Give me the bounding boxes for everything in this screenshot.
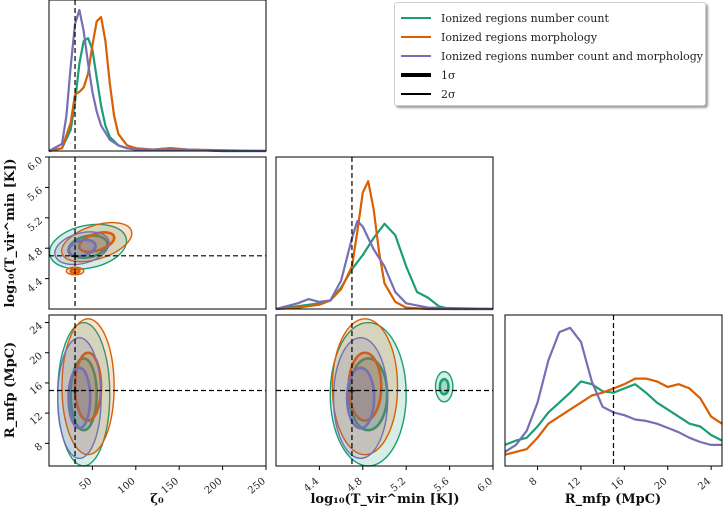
legend-label-number-count: Ionized regions number count	[441, 11, 609, 25]
legend-label-1sigma: 1σ	[441, 68, 456, 82]
tick-label-y-logTvir-1: 4.8	[26, 246, 45, 265]
tick-label-x-zeta0-1: 100	[116, 476, 138, 497]
panel-frame-0-0	[48, 0, 267, 152]
panel-frame-1-1	[275, 156, 494, 310]
legend-label-morphology: Ionized regions morphology	[441, 30, 598, 44]
tick-label-y-Rmfp-4: 24	[28, 320, 45, 337]
tick-label-y-logTvir-2: 5.2	[26, 216, 45, 235]
contour-2sigma-6	[56, 336, 102, 460]
tick-label-x-Rmfp-4: 24	[696, 476, 713, 493]
tick-label-x-zeta0-4: 250	[246, 476, 268, 497]
tick-label-x-Rmfp-2: 16	[609, 476, 626, 493]
tick-label-x-Rmfp-3: 20	[653, 476, 670, 493]
contour-2sigma-10	[434, 370, 454, 403]
marginal-zeta0-series-0	[48, 37, 266, 153]
legend-entry-number-count: Ionized regions number count	[395, 9, 609, 27]
legend-entry-2sigma: 2σ	[395, 85, 456, 103]
truth-marker-0-2: +	[70, 384, 80, 398]
tick-label-x-zeta0-3: 200	[203, 476, 225, 497]
tick-label-x-Rmfp-1: 12	[566, 476, 583, 493]
contour-1sigma-1	[77, 231, 116, 254]
marginal-zeta0-series-1	[48, 16, 267, 153]
legend-swatch-1sigma	[401, 73, 431, 77]
axis-label-y-logTvir: log₁₀(T_vir^min [K])	[3, 158, 18, 307]
tick-label-x-Rmfp-0: 8	[528, 476, 540, 489]
axis-label-x-logTvir: log₁₀(T_vir^min [K])	[310, 492, 459, 507]
contour-1sigma-6	[67, 366, 92, 430]
tick-label-x-zeta0-0: 50	[78, 476, 95, 493]
tick-label-y-Rmfp-1: 12	[28, 411, 45, 428]
tick-label-y-Rmfp-0: 8	[33, 441, 45, 454]
truth-marker-0-1: +	[70, 249, 80, 263]
tick-label-y-logTvir-3: 5.6	[26, 185, 45, 204]
axis-label-y-Rmfp: R_mfp (MpC)	[3, 342, 18, 438]
legend-swatch-combined	[401, 55, 431, 57]
marginal-logTvir-series-1	[275, 180, 493, 311]
legend: Ionized regions number count Ionized reg…	[394, 2, 706, 106]
legend-entry-morphology: Ionized regions morphology	[395, 28, 597, 46]
truth-marker-1-2: +	[347, 384, 357, 398]
legend-entry-1sigma: 1σ	[395, 66, 456, 84]
contour-2sigma-9	[332, 336, 389, 460]
contour-2sigma-1	[60, 221, 133, 263]
axis-label-x-zeta0: ζ₀	[150, 492, 164, 507]
contour-1sigma-10	[438, 377, 450, 396]
legend-swatch-2sigma	[401, 93, 431, 95]
legend-swatch-morphology	[401, 36, 431, 38]
marginal-zeta0-series-2	[48, 8, 266, 153]
panel-frame-1-2	[275, 314, 494, 467]
tick-label-y-Rmfp-3: 20	[28, 351, 45, 368]
tick-label-y-logTvir-4: 6.0	[26, 155, 45, 174]
panel-frame-0-2	[48, 314, 267, 467]
legend-swatch-number-count	[401, 17, 431, 19]
contour-2sigma-8	[331, 318, 399, 456]
contour-2sigma-0	[48, 223, 128, 270]
tick-label-x-logTvir-4: 6.0	[476, 476, 495, 495]
legend-entry-combined: Ionized regions number count and morphol…	[395, 47, 703, 65]
panel-frame-0-1	[48, 156, 267, 310]
panel-frame-2-2	[504, 314, 723, 467]
axis-label-x-Rmfp: R_mfp (MpC)	[565, 492, 661, 507]
legend-label-2sigma: 2σ	[441, 87, 456, 101]
tick-label-y-Rmfp-2: 16	[28, 381, 45, 398]
marginal-Rmfp-series-0	[504, 380, 723, 446]
marginal-logTvir-series-2	[275, 219, 494, 311]
tick-label-y-logTvir-0: 4.4	[26, 276, 45, 295]
contour-1sigma-9	[345, 366, 376, 430]
legend-label-combined: Ionized regions number count and morphol…	[441, 49, 704, 63]
